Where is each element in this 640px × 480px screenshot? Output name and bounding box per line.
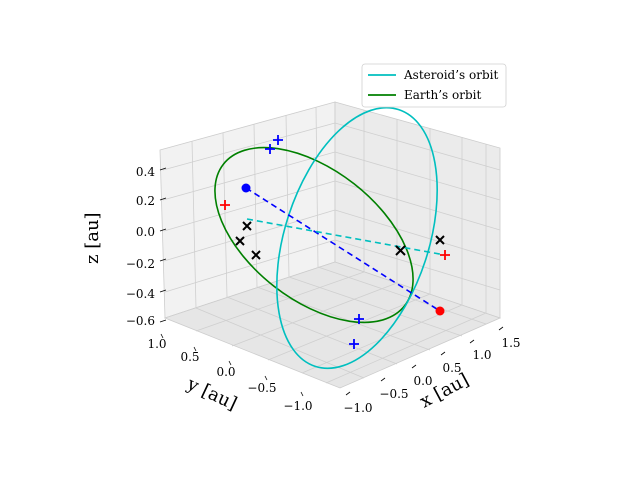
- floor-pane: [163, 261, 502, 389]
- tick-mark: [159, 228, 167, 232]
- tick-label: −0.5: [379, 387, 408, 401]
- blue-plus-marker: [265, 144, 275, 154]
- black-x-marker: [235, 236, 245, 246]
- blue-dot-marker: [241, 183, 251, 193]
- legend-box: [361, 63, 507, 108]
- tick-mark: [264, 375, 268, 381]
- tick-label: 0.2: [136, 194, 155, 208]
- tick-mark: [469, 339, 475, 344]
- tick-label: 1.0: [147, 337, 166, 351]
- tick-label: 0.5: [180, 350, 199, 364]
- black-x-marker: [435, 235, 445, 245]
- tick-label: −0.6: [126, 314, 155, 328]
- z-axis-label: z [au]: [82, 212, 103, 264]
- tick-label: 1.5: [501, 336, 520, 350]
- blue-plus-marker: [354, 314, 364, 324]
- black-x-marker: [251, 250, 261, 260]
- red-plus-markers: [220, 200, 450, 260]
- tick-mark: [159, 258, 167, 262]
- cyan-dashed-line: [246, 218, 446, 256]
- blue-plus-markers: [265, 135, 364, 349]
- tick-label: 0.5: [442, 361, 461, 375]
- black-x-markers: [235, 221, 445, 260]
- blue-dashed-line: [245, 187, 441, 312]
- tick-mark: [380, 377, 386, 382]
- tick-mark: [300, 391, 304, 397]
- blue-plus-marker: [273, 135, 283, 145]
- tick-label: 0.4: [136, 165, 155, 179]
- tick-label: −0.4: [126, 287, 156, 301]
- tick-label: 0.0: [413, 374, 432, 388]
- y-tick-labels: −1.0 −0.5 0.0 0.5 1.0: [147, 337, 312, 413]
- tick-label: −0.5: [247, 381, 276, 395]
- y-axis-label: y [au]: [183, 373, 240, 415]
- tick-mark: [159, 167, 167, 171]
- legend-earth-label: Earth’s orbit: [404, 88, 481, 102]
- grid-lines: [162, 106, 501, 384]
- tick-label: −1.0: [283, 399, 312, 413]
- tick-mark: [159, 319, 167, 323]
- black-x-marker: [395, 245, 406, 256]
- black-x-marker: [242, 221, 252, 231]
- red-plus-marker: [440, 250, 450, 260]
- tick-mark: [159, 197, 167, 201]
- panes: [159, 101, 502, 389]
- tick-mark: [345, 391, 351, 396]
- legend: Asteroid’s orbit Earth’s orbit: [361, 63, 507, 108]
- blue-plus-marker: [349, 339, 359, 349]
- legend-asteroid-label: Asteroid’s orbit: [403, 68, 498, 82]
- red-plus-marker: [220, 200, 230, 210]
- tick-mark: [159, 289, 167, 293]
- red-dot-marker: [435, 306, 445, 316]
- tick-mark: [440, 351, 446, 356]
- tick-mark: [498, 326, 504, 331]
- tick-mark: [193, 346, 197, 352]
- tick-label: 0.0: [136, 225, 155, 239]
- tick-label: −1.0: [343, 401, 372, 415]
- tick-mark: [411, 364, 417, 369]
- earth-orbit-line: [214, 146, 414, 324]
- x-tick-labels: −1.0 −0.5 0.0 0.5 1.0 1.5: [343, 336, 520, 415]
- tick-mark: [228, 360, 232, 366]
- z-tick-labels: −0.6 −0.4 −0.2 0.0 0.2 0.4: [126, 165, 156, 328]
- tick-label: 1.0: [472, 348, 491, 362]
- tick-label: 0.0: [216, 365, 235, 379]
- tick-mark: [160, 333, 164, 339]
- tick-label: −0.2: [126, 257, 155, 271]
